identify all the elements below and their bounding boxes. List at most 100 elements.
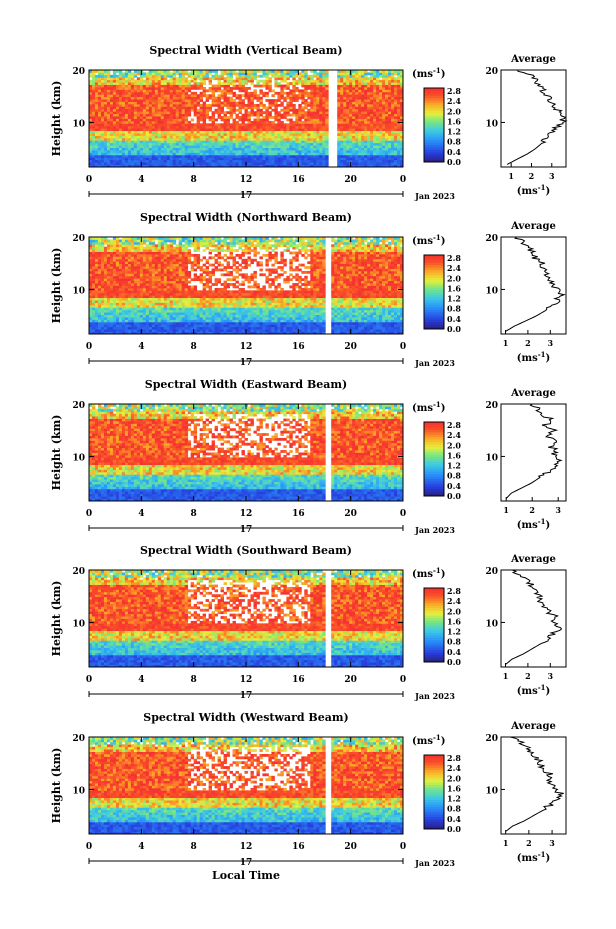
- heatmap-cell: [292, 150, 295, 153]
- heatmap-cell: [137, 92, 140, 95]
- heatmap-cell: [137, 97, 140, 100]
- heatmap-cell: [176, 97, 179, 100]
- heatmap-cell: [292, 77, 295, 80]
- heatmap-cell: [224, 119, 227, 122]
- heatmap-cell: [388, 104, 391, 107]
- heatmap-cell: [224, 322, 227, 325]
- heatmap-cell: [355, 119, 358, 122]
- heatmap-cell: [358, 123, 361, 126]
- heatmap-cell: [92, 82, 95, 85]
- heatmap-cell: [125, 152, 128, 155]
- heatmap-cell: [322, 133, 325, 136]
- heatmap-cell: [233, 317, 236, 320]
- heatmap-cell: [173, 123, 176, 126]
- heatmap-cell: [191, 152, 194, 155]
- heatmap-cell: [262, 121, 265, 124]
- heatmap-cell: [149, 121, 152, 124]
- heatmap-cell: [307, 152, 310, 155]
- heatmap-cell: [397, 116, 400, 119]
- heatmap-cell: [268, 150, 271, 153]
- heatmap-cell: [104, 111, 107, 114]
- heatmap-cell: [173, 116, 176, 119]
- heatmap-cell: [158, 150, 161, 153]
- heatmap-cell: [239, 106, 242, 109]
- heatmap-cell: [230, 114, 233, 117]
- heatmap-cell: [385, 123, 388, 126]
- heatmap-cell: [173, 87, 176, 90]
- heatmap-cell: [307, 155, 310, 158]
- heatmap-cell: [283, 155, 286, 158]
- heatmap-cell: [227, 102, 230, 105]
- heatmap-cell: [134, 133, 137, 136]
- heatmap-cell: [230, 128, 233, 131]
- heatmap-cell: [200, 319, 203, 322]
- heatmap-cell: [355, 99, 358, 102]
- heatmap-cell: [131, 121, 134, 124]
- heatmap-cell: [224, 145, 227, 148]
- heatmap-cell: [298, 116, 301, 119]
- heatmap-cell: [209, 155, 212, 158]
- heatmap-cell: [280, 72, 283, 75]
- heatmap-cell: [116, 145, 119, 148]
- heatmap-cell: [137, 138, 140, 141]
- heatmap-cell: [316, 85, 319, 88]
- heatmap-cell: [239, 135, 242, 138]
- y-tick-label: 20: [72, 67, 85, 77]
- heatmap-cell: [197, 329, 200, 332]
- heatmap-cell: [322, 138, 325, 141]
- heatmap-cell: [140, 106, 143, 109]
- heatmap-cell: [394, 123, 397, 126]
- colorbar-unit: (ms-1): [412, 66, 445, 80]
- heatmap-cell: [394, 119, 397, 122]
- heatmap-cell: [92, 145, 95, 148]
- heatmap-cell: [173, 119, 176, 122]
- heatmap-cell: [200, 138, 203, 141]
- heatmap-cell: [173, 157, 176, 160]
- heatmap-cell: [358, 319, 361, 322]
- heatmap-cell: [212, 123, 215, 126]
- heatmap-cell: [274, 102, 277, 105]
- heatmap-cell: [367, 131, 370, 134]
- heatmap-cell: [194, 157, 197, 160]
- heatmap-cell: [352, 317, 355, 320]
- heatmap-cell: [212, 160, 215, 163]
- heatmap-cell: [164, 119, 167, 122]
- heatmap-cell: [206, 310, 209, 313]
- heatmap-cell: [221, 319, 224, 322]
- colorbar-segment: [424, 123, 444, 126]
- heatmap-cell: [191, 140, 194, 143]
- heatmap-cell: [194, 87, 197, 90]
- heatmap-cell: [197, 319, 200, 322]
- heatmap-cell: [200, 135, 203, 138]
- heatmap-cell: [250, 133, 253, 136]
- heatmap-cell: [256, 85, 259, 88]
- heatmap-cell: [224, 111, 227, 114]
- heatmap-cell: [376, 77, 379, 80]
- heatmap-cell: [301, 131, 304, 134]
- heatmap-cell: [313, 140, 316, 143]
- heatmap-cell: [388, 324, 391, 327]
- heatmap-cell: [179, 329, 182, 332]
- heatmap-cell: [385, 119, 388, 122]
- heatmap-cell: [182, 92, 185, 95]
- heatmap-cell: [250, 75, 253, 78]
- heatmap-cell: [116, 104, 119, 107]
- heatmap-cell: [370, 99, 373, 102]
- heatmap-cell: [313, 322, 316, 325]
- heatmap-cell: [331, 322, 334, 325]
- heatmap-cell: [242, 152, 245, 155]
- heatmap-cell: [194, 160, 197, 163]
- heatmap-cell: [382, 89, 385, 92]
- heatmap-cell: [185, 140, 188, 143]
- heatmap-cell: [221, 138, 224, 141]
- heatmap-cell: [167, 106, 170, 109]
- heatmap-cell: [113, 148, 116, 151]
- heatmap-cell: [182, 114, 185, 117]
- heatmap-cell: [230, 99, 233, 102]
- heatmap-cell: [149, 138, 152, 141]
- heatmap-cell: [364, 317, 367, 320]
- heatmap-cell: [295, 312, 298, 315]
- heatmap-cell: [313, 109, 316, 112]
- heatmap-cell: [125, 80, 128, 83]
- heatmap-cell: [391, 111, 394, 114]
